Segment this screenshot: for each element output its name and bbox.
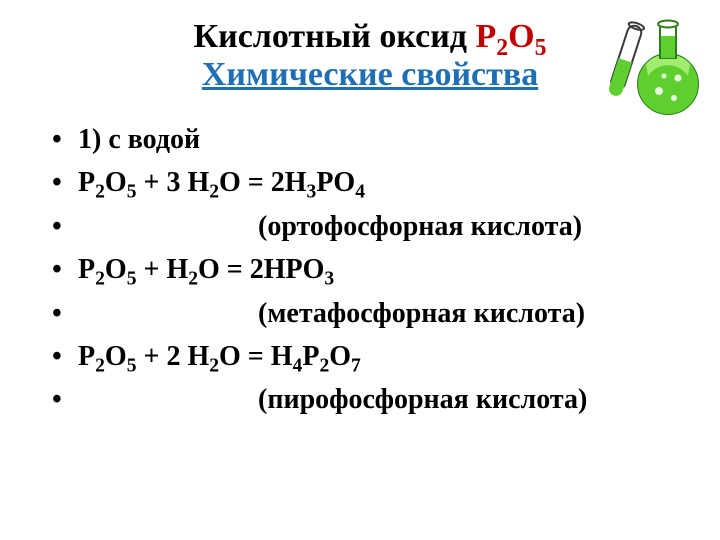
flask-icon [596,6,706,126]
title-block: Кислотный оксид P2O5 Химические свойства [50,18,690,94]
name-1: (ортофосфорная кислота) [50,205,690,248]
equation-3: P2O5 + 2 H2O = H4P2O7 [50,335,690,378]
title-prefix: Кислотный оксид [193,18,475,55]
name-3: (пирофосфорная кислота) [50,378,690,421]
equation-2: P2O5 + H2O = 2HPO3 [50,248,690,291]
equation-1: P2O5 + 3 H2O = 2H3PO4 [50,161,690,204]
name-2: (метафосфорная кислота) [50,292,690,335]
title-subtitle: Химические свойства [50,56,690,94]
title-formula: P2O5 [475,18,546,55]
bullet-list: 1) с водой P2O5 + 3 H2O = 2H3PO4 (ортофо… [50,118,690,422]
title-line-1: Кислотный оксид P2O5 [50,18,690,56]
bullet-intro: 1) с водой [50,118,690,161]
